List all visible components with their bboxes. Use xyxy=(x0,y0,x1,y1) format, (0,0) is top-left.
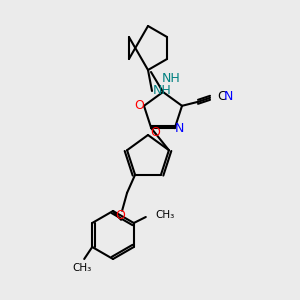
Text: CH₃: CH₃ xyxy=(156,210,175,220)
Text: C: C xyxy=(217,90,226,103)
Text: O: O xyxy=(115,209,125,222)
Text: NH: NH xyxy=(153,83,171,97)
Text: O: O xyxy=(134,99,144,112)
Text: N: N xyxy=(224,90,233,103)
Text: CH₃: CH₃ xyxy=(73,263,92,273)
Text: N: N xyxy=(175,122,184,135)
Text: NH: NH xyxy=(162,73,180,85)
Text: O: O xyxy=(150,127,160,140)
